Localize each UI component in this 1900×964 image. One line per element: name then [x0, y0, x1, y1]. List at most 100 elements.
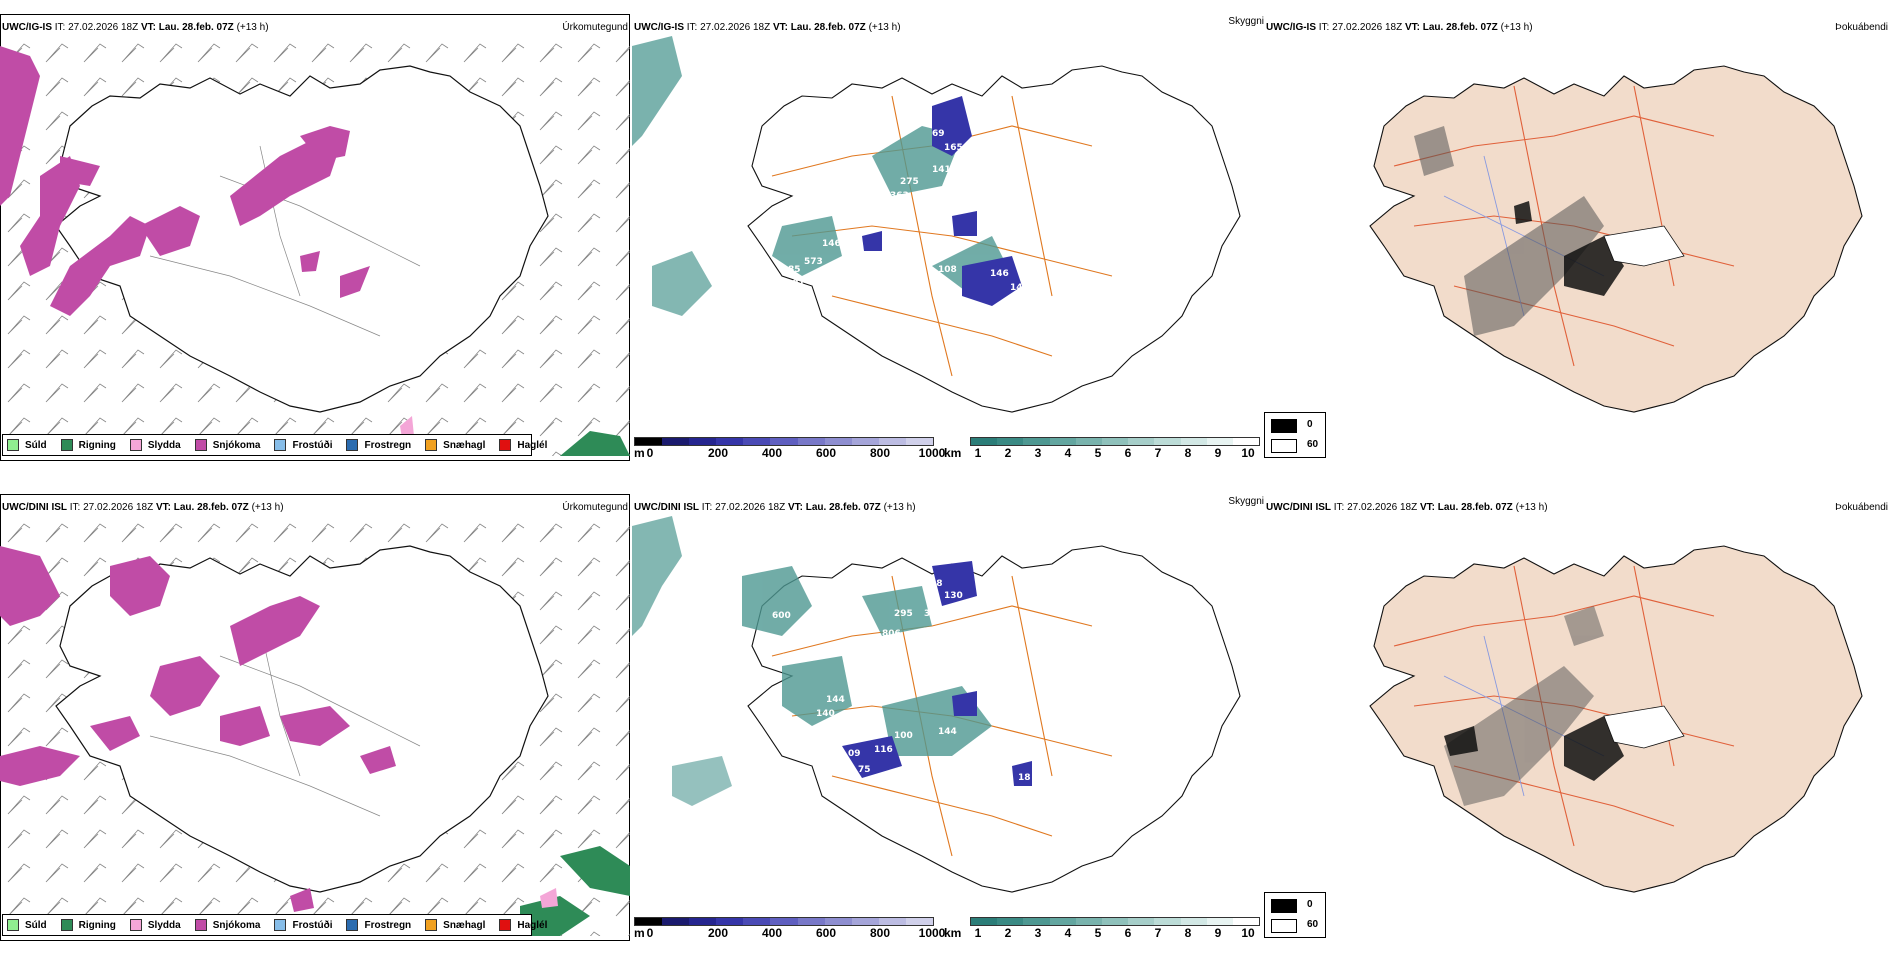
snow-area	[300, 126, 350, 161]
colorbar-tick: 1	[974, 926, 982, 940]
fog-legend-swatch	[1271, 439, 1297, 453]
panel-header: UWC/DINI ISL IT: 27.02.2026 18Z VT: Lau.…	[1266, 502, 1548, 513]
lead-time: (+13 h)	[868, 22, 901, 33]
legend-item: Snæhagl	[425, 919, 485, 931]
snow-area	[230, 596, 320, 666]
init-time: 27.02.2026 18Z	[68, 22, 139, 33]
visibility-area	[652, 251, 712, 316]
lead-time: (+13 h)	[1500, 22, 1533, 33]
colorbar-cell	[689, 918, 717, 925]
colorbar-cell	[1232, 918, 1260, 925]
cloud-base-label: 806	[882, 629, 901, 639]
fog-area	[1444, 726, 1478, 756]
colorbar-tick: 6	[1124, 446, 1132, 460]
it-label: IT:	[1333, 502, 1345, 513]
colorbar-tick: 800	[869, 446, 891, 460]
colorbar-tick: 200	[707, 926, 729, 940]
cloud-base-colorbar	[634, 437, 934, 446]
snow-area	[140, 206, 200, 256]
colorbar-tick: 4	[1064, 446, 1072, 460]
cloud-base-label: 352	[924, 609, 943, 619]
legend-item: Haglél	[499, 439, 547, 451]
precip-type-panel: UWC/DINI ISL IT: 27.02.2026 18Z VT: Lau.…	[0, 494, 632, 956]
colorbar-tick: 4	[1064, 926, 1072, 940]
cloud-visibility-panel: UWC/DINI ISL IT: 27.02.2026 18Z VT: Lau.…	[632, 494, 1264, 956]
colorbar-tick: 1000	[918, 926, 946, 940]
cloud-base-area	[862, 231, 882, 251]
colorbar-tick: 2	[1004, 446, 1012, 460]
fog-area	[1603, 705, 1685, 749]
fog-area	[1564, 606, 1604, 646]
rain-area	[520, 896, 590, 936]
lead-time: (+13 h)	[1515, 502, 1548, 513]
snow-area	[0, 46, 40, 206]
colorbar-tick: 0	[646, 926, 654, 940]
lead-time: (+13 h)	[251, 502, 284, 513]
vt-label: VT:	[1404, 22, 1420, 33]
colorbar-cell	[1206, 918, 1233, 925]
colorbar-tick: 8	[1184, 446, 1192, 460]
precip-map	[0, 516, 630, 936]
colorbar-tick: 200	[707, 446, 729, 460]
cloud-base-label: 48	[864, 725, 877, 735]
legend-label: Rigning	[78, 919, 116, 931]
legend-item: Frostúði	[274, 919, 332, 931]
valid-time: Lau. 28.feb. 07Z	[805, 502, 881, 513]
snow-area	[0, 546, 60, 626]
colorbar-tick: 1	[974, 446, 982, 460]
colorbar-cell	[1049, 918, 1076, 925]
legend-swatch	[60, 439, 73, 451]
colorbar-tick: 3	[1034, 926, 1042, 940]
cloud-base-label: 108	[938, 265, 957, 275]
precip-legend: Súld Rigning Slydda Snjókoma Frostúði Fr…	[2, 434, 547, 456]
fog-legend-label: 60	[1307, 439, 1319, 450]
colorbar-cell	[997, 438, 1024, 445]
legend-swatch	[60, 919, 73, 931]
colorbar-cell	[662, 438, 690, 445]
legend-label: Slydda	[147, 439, 181, 451]
colorbar-tick: 9	[1214, 926, 1222, 940]
cloud-base-area	[962, 256, 1022, 306]
visibility-colorbar	[970, 437, 1260, 446]
panel-header: UWC/IG-IS IT: 27.02.2026 18Z VT: Lau. 28…	[2, 22, 269, 33]
colorbar-tick: 10	[1241, 446, 1255, 460]
cloud-base-colorbar	[634, 917, 934, 926]
legend-label: Snæhagl	[443, 439, 486, 451]
it-label: IT:	[1318, 22, 1330, 33]
colorbar-cell	[716, 918, 744, 925]
legend-item: Slydda	[129, 439, 181, 451]
cloud-base-label: 146	[990, 269, 1009, 279]
cloud-base-label: 363	[890, 191, 909, 201]
cloud-base-label: 264	[908, 779, 927, 789]
legend-swatch	[274, 919, 287, 931]
forecast-row-igis: UWC/IG-IS IT: 27.02.2026 18Z VT: Lau. 28…	[0, 14, 1900, 484]
legend-item: Frostregn	[346, 919, 411, 931]
visibility-area	[862, 586, 932, 636]
visibility-area	[772, 216, 842, 276]
cloud-base-label: 144	[938, 727, 957, 737]
legend-label: Súld	[25, 919, 47, 931]
colorbar-cell	[743, 438, 771, 445]
vt-label: VT:	[787, 502, 803, 513]
rain-area	[560, 431, 630, 456]
snow-area	[20, 156, 80, 276]
colorbar-cell	[851, 918, 879, 925]
lead-time: (+13 h)	[883, 502, 916, 513]
legend-label: Frostúði	[292, 439, 333, 451]
legend-item: Súld	[7, 919, 47, 931]
colorbar-cell	[971, 918, 998, 925]
cloud-title: Skyggni	[1228, 16, 1264, 27]
snow-area	[300, 251, 320, 272]
colorbar-tick: 1000	[918, 446, 946, 460]
cloud-base-label: 116	[874, 745, 893, 755]
colorbar-cell	[971, 438, 998, 445]
cloud-base-label: 600	[772, 611, 791, 621]
cloud-base-label: 144	[826, 695, 845, 705]
legend-item: Rigning	[60, 439, 116, 451]
snow-area	[90, 716, 140, 751]
colorbar-cell	[770, 438, 798, 445]
colorbar-cell	[1180, 918, 1207, 925]
lead-time: (+13 h)	[236, 22, 269, 33]
snow-area	[50, 216, 150, 316]
colorbar-tick: 8	[1184, 926, 1192, 940]
